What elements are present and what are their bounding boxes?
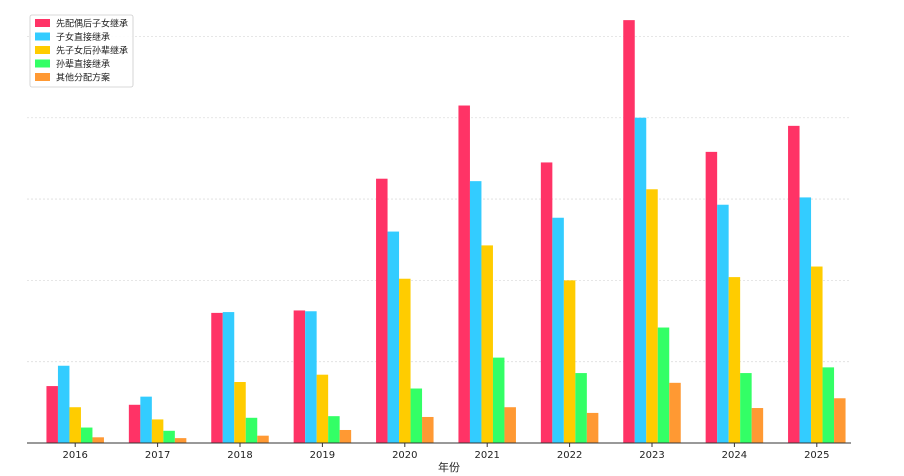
x-tick-label: 2024 [722,450,747,461]
bar-2021-1 [458,105,470,444]
grid-lines [27,35,851,363]
bar-2018-1 [211,312,223,443]
legend-label: 其他分配方案 [56,72,110,84]
bar-2021-2 [469,181,482,444]
bar-2019-3 [316,374,329,443]
bar-2018-3 [234,382,246,443]
legend-label: 孙辈直接继承 [56,58,110,70]
legend-swatch [35,19,50,27]
x-tick-label: 2022 [557,450,582,461]
x-tick-label: 2018 [227,450,252,461]
bar-2021-4 [492,357,505,443]
bar-2022-2 [552,217,564,443]
bar-2023-3 [646,189,658,443]
bar-2022-5 [586,412,599,443]
bar-2023-5 [669,382,681,443]
x-tick-label: 2017 [145,450,170,461]
bar-2025-4 [822,367,835,443]
bar-2024-5 [751,408,764,443]
bar-2019-1 [293,310,306,443]
bar-2019-4 [328,416,340,443]
bar-2020-1 [376,178,388,443]
bar-2022-3 [563,280,576,443]
bar-2021-3 [481,245,493,443]
bar-2018-5 [257,435,269,443]
legend-label: 先子女后孙辈继承 [56,45,128,57]
x-axis-ticks: 2016 2017 2018 2019 2020 2021 2022 2023 2024 2025 [62,443,830,461]
bar-2016-2 [57,365,70,443]
bar-2025-1 [788,125,800,443]
bar-2021-5 [504,407,516,443]
legend-label: 先配偶后子女继承 [56,18,128,30]
legend-swatch [35,73,50,81]
bar-2023-1 [623,20,635,443]
x-tick-label: 2023 [639,450,664,461]
legend-swatch [35,46,50,54]
x-tick-label: 2016 [62,450,87,461]
bar-2022-4 [575,373,587,443]
bar-2023-2 [634,117,647,443]
bar-2018-2 [222,312,235,443]
bar-2025-5 [834,398,846,443]
bars [46,20,846,444]
bar-2022-1 [540,162,553,443]
bar-2024-3 [728,277,741,443]
x-axis-title: 年份 [438,460,460,474]
bar-2016-1 [46,386,58,443]
x-tick-label: 2020 [392,450,417,461]
legend-swatch [35,59,50,68]
x-tick-label: 2021 [474,450,499,461]
bar-2024-4 [740,373,752,443]
bar-2025-3 [811,266,823,443]
bar-2020-2 [387,231,400,443]
bar-2019-2 [305,311,317,443]
bar-2018-4 [245,417,258,443]
legend-label: 子女直接继承 [56,31,110,43]
bar-2016-3 [69,407,81,443]
bar-2025-2 [799,197,812,443]
bar-2020-3 [399,278,411,443]
bar-2020-5 [422,416,434,443]
bar-2024-1 [705,151,718,443]
legend-swatch [35,32,50,41]
bar-2016-5 [92,437,104,443]
bar-2016-4 [80,427,93,443]
bar-2019-5 [339,429,352,443]
bar-2017-1 [128,404,141,443]
bar-2023-4 [657,327,670,443]
bar-2017-5 [174,438,187,443]
legend-box [29,14,134,88]
bar-2017-4 [163,430,175,443]
bar-2024-2 [717,204,729,443]
x-tick-label: 2025 [804,450,829,461]
x-tick-label: 2019 [310,450,335,461]
bar-2017-2 [140,396,152,443]
bar-2017-3 [151,419,164,443]
bar-2020-4 [410,388,423,443]
